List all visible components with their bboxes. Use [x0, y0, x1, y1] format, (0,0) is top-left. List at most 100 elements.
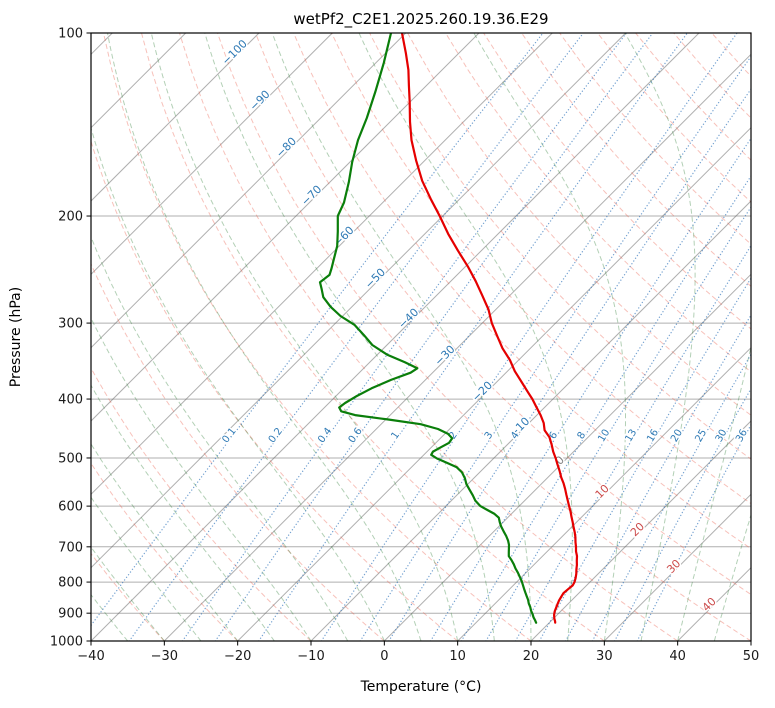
isotherm-line-50: [750, 640, 751, 641]
mixing-ratio-label-0.6: 0.6: [347, 426, 365, 445]
contour-labels: −100−90−80−70−60−50−40−30−20−10010203040…: [218, 36, 752, 616]
y-tick-label-200: 200: [58, 210, 83, 225]
mixing-ratio-label-30: 30: [714, 428, 730, 444]
isotherm-line--40: [91, 33, 700, 641]
axis-ticks: −40 −30 −20 −10 0 10 20 30 40 5010020030040050060…: [50, 27, 759, 665]
mixing-ratio-line-0.6: [214, 33, 654, 641]
mixing-ratio-line-10: [485, 205, 751, 641]
isotherm-label-30: 30: [664, 557, 683, 576]
dry-adiabat-90: [369, 33, 751, 460]
isotherm-line--20: [237, 126, 751, 641]
x-tick-label-30: 30: [596, 649, 613, 664]
isotherm-label-40: 40: [700, 595, 719, 614]
mixing-ratio-label-0.4: 0.4: [316, 426, 334, 445]
dry-adiabat-20: [103, 33, 532, 641]
dry-adiabat-110: [445, 33, 751, 373]
dry-adiabat-0: [91, 262, 385, 641]
moist-adiabat-40: [677, 345, 751, 641]
x-tick-label-40: 40: [669, 649, 686, 664]
isotherm-line--80: [91, 33, 407, 349]
mixing-ratio-line-30: [613, 387, 751, 641]
moist-adiabat-25: [358, 33, 573, 641]
x-tick-label-50: 50: [743, 649, 760, 664]
y-tick-label-900: 900: [58, 607, 83, 622]
isotherm-label--30: −30: [432, 343, 458, 369]
mixing-ratio-line-0.1: [91, 33, 544, 627]
plot-background-lines: [91, 33, 751, 641]
dry-adiabat-130: [521, 33, 751, 287]
isotherm-line--60: [91, 33, 553, 496]
x-tick-label--30: −30: [151, 649, 178, 664]
moist-adiabat-10: [150, 33, 459, 641]
moist-adiabat-15: [204, 33, 495, 641]
dry-adiabat--30: [91, 552, 165, 641]
mixing-ratio-line-16: [538, 276, 751, 641]
dry-adiabat-140: [559, 33, 751, 245]
dry-adiabat--20: [91, 462, 239, 641]
mixing-ratio-label-1: 1: [389, 430, 402, 442]
mixing-ratio-line-36: [636, 423, 751, 641]
moist-adiabat-5: [107, 33, 422, 641]
mixing-ratio-line-1: [258, 33, 688, 641]
sounding-profiles: [318, 33, 579, 624]
y-tick-label-100: 100: [58, 27, 83, 42]
isotherm-line-30: [603, 493, 751, 641]
dry-adiabat-50: [217, 33, 751, 641]
dry-adiabat-180: [711, 33, 751, 77]
x-tick-label-10: 10: [449, 649, 466, 664]
mixing-ratio-line-0.2: [128, 33, 585, 641]
x-tick-label-20: 20: [523, 649, 540, 664]
y-tick-label-500: 500: [58, 451, 83, 466]
x-tick-label--20: −20: [224, 649, 251, 664]
x-axis-title: Temperature (°C): [360, 679, 482, 695]
dry-adiabat-190: [749, 33, 751, 36]
dry-adiabat--10: [91, 367, 312, 641]
moist-adiabat-45: [713, 513, 751, 641]
isotherm-label--50: −50: [362, 266, 388, 292]
dry-adiabat-10: [91, 139, 459, 641]
isotherm-label--90: −90: [247, 88, 273, 114]
mixing-ratio-line-4: [388, 87, 751, 641]
x-tick-label--40: −40: [77, 649, 104, 664]
axes-frame: [90, 32, 752, 642]
dry-adiabat-100: [407, 33, 751, 416]
chart-title: wetPf2_C2E1.2025.260.19.36.E29: [293, 10, 548, 29]
mixing-ratio-line-6: [429, 137, 751, 641]
isotherm-label--40: −40: [396, 306, 422, 332]
mixing-ratio-label-3: 3: [483, 430, 496, 441]
y-tick-label-800: 800: [58, 576, 83, 591]
y-tick-label-1000: 1000: [50, 635, 83, 650]
y-tick-label-400: 400: [58, 393, 83, 408]
dry-adiabat-120: [483, 33, 751, 330]
moist-adiabat--5: [91, 235, 349, 641]
x-tick-label--10: −10: [297, 649, 324, 664]
x-tick-label-0: 0: [380, 649, 388, 664]
isotherm-label--60: −60: [331, 224, 357, 250]
isotherm-line--70: [91, 33, 480, 422]
isotherm-line--100: [91, 33, 260, 202]
dry-adiabat-150: [597, 33, 751, 203]
y-tick-label-300: 300: [58, 317, 83, 332]
y-tick-label-700: 700: [58, 540, 83, 555]
isotherm-line-20: [530, 420, 751, 641]
mixing-ratio-label-0.1: 0.1: [220, 426, 238, 445]
mixing-ratio-label-16: 16: [645, 428, 661, 445]
dry-adiabat-160: [635, 33, 751, 161]
isotherm-label--70: −70: [299, 183, 325, 209]
moist-adiabat-30: [473, 33, 626, 641]
moist-adiabat--10: [91, 317, 312, 641]
mixing-ratio-line-3: [359, 55, 751, 641]
isotherm-line--10: [310, 200, 751, 641]
moist-adiabat-0: [91, 125, 385, 641]
isotherm-line--90: [91, 33, 333, 276]
mixing-ratio-line-13: [514, 244, 751, 641]
mixing-ratio-line-2: [320, 33, 738, 641]
mixing-ratio-line-0.4: [181, 33, 628, 641]
isotherm-label--80: −80: [273, 135, 299, 161]
moist-adiabat-35: [624, 33, 696, 641]
mixing-ratio-label-8: 8: [576, 430, 589, 441]
isotherm-label--100: −100: [219, 37, 250, 68]
isotherm-label--20: −20: [469, 379, 495, 405]
